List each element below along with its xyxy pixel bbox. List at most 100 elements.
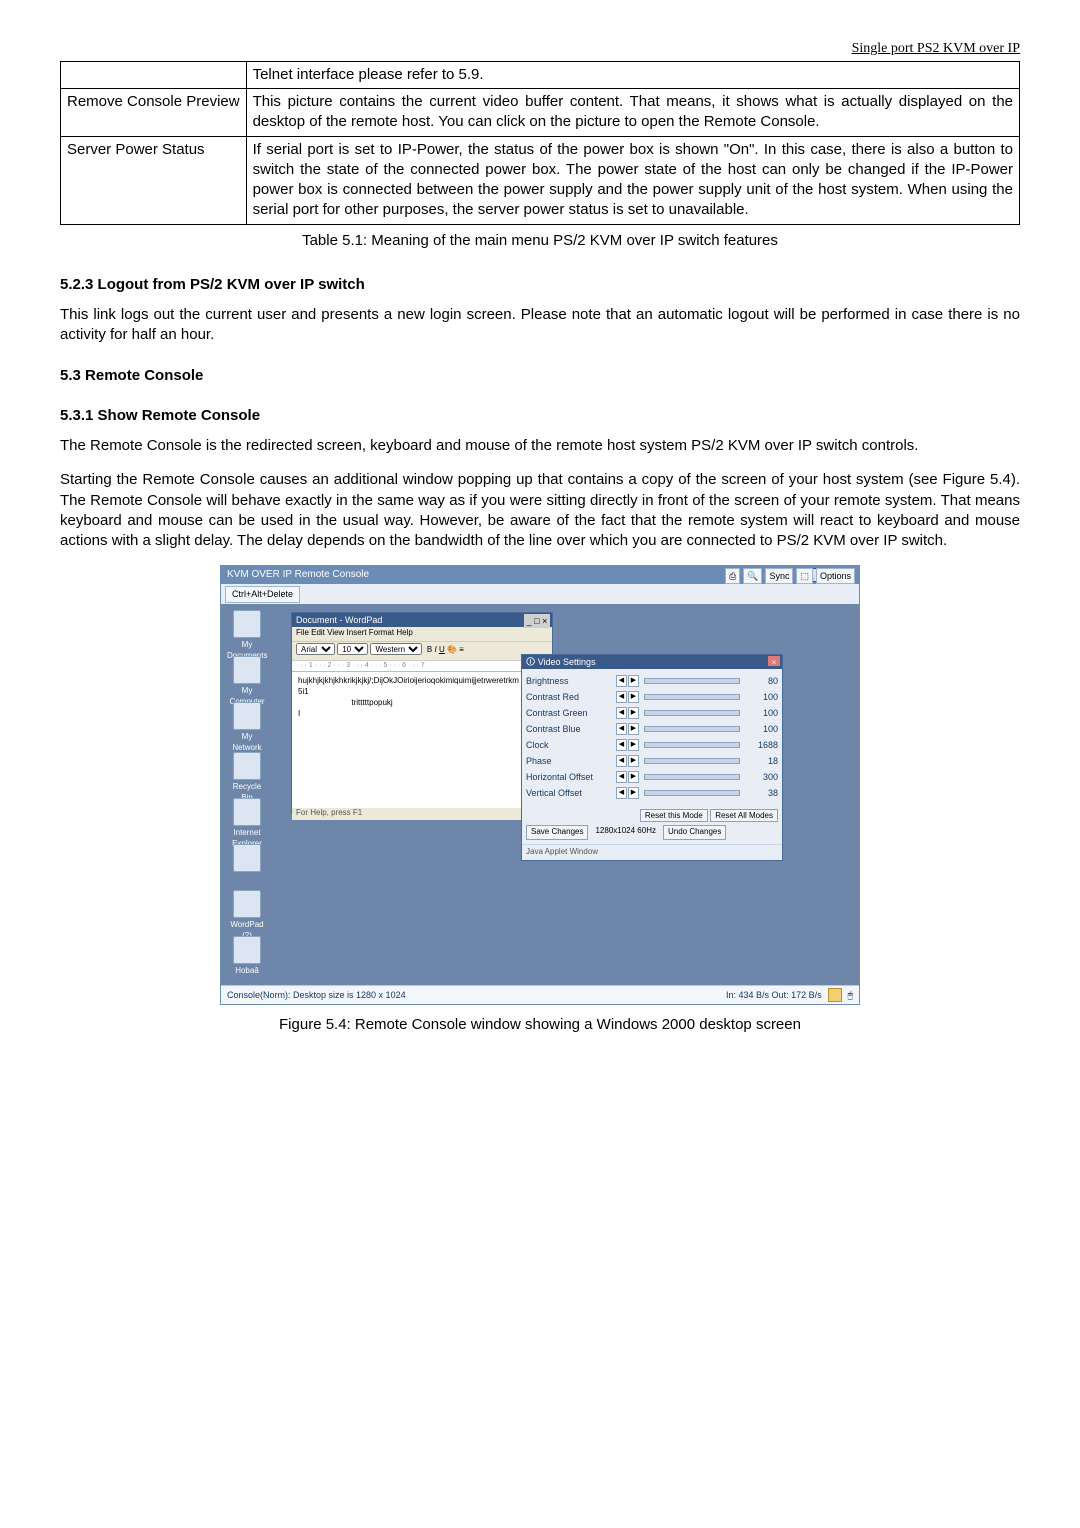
desktop-icon-mycomputer[interactable]: My Computer <box>227 656 267 708</box>
remote-desktop[interactable]: My Documents My Computer My Network Plac… <box>221 604 859 986</box>
recycle-icon <box>233 752 261 780</box>
vs-value: 100 <box>744 723 778 735</box>
desktop-icon-shortcut1[interactable] <box>227 844 267 874</box>
inc-button[interactable]: ▶ <box>628 707 639 719</box>
tool-2[interactable]: 🔍 <box>743 568 762 584</box>
dec-button[interactable]: ◀ <box>616 691 627 703</box>
slider[interactable] <box>644 742 740 748</box>
tool-options[interactable]: Options <box>816 568 855 584</box>
wordpad-titlebar: Document - WordPad _ □ × <box>292 613 552 627</box>
vs-row-contrast-red: Contrast Red ◀▶ 100 <box>526 689 778 705</box>
size-select[interactable]: 10 <box>337 643 368 655</box>
encoding-select[interactable]: Western <box>370 643 422 655</box>
vs-row-contrast-blue: Contrast Blue ◀▶ 100 <box>526 721 778 737</box>
status-right: In: 434 B/s Out: 172 B/s <box>726 986 822 1004</box>
desktop-icon-wordpad[interactable]: WordPad (2) <box>227 890 267 942</box>
section-5-3-title: 5.3 Remote Console <box>60 366 1020 386</box>
vs-label: Clock <box>526 739 616 751</box>
dec-button[interactable]: ◀ <box>616 787 627 799</box>
font-select[interactable]: Arial <box>296 643 335 655</box>
section-5-3-1-p2: Starting the Remote Console causes an ad… <box>60 470 1020 551</box>
tool-sync[interactable]: Sync <box>765 568 793 584</box>
computer-icon <box>233 656 261 684</box>
dec-button[interactable]: ◀ <box>616 675 627 687</box>
wordpad-toolbar[interactable]: Arial 10 Western B I U 🎨 ≡ <box>292 641 552 661</box>
vs-label: Contrast Green <box>526 707 616 719</box>
wordpad-document[interactable]: hujkhjkjkhjkhkrikjkjkj/;DijOkJOirioijeri… <box>292 672 552 808</box>
ctrl-alt-delete-button[interactable]: Ctrl+Alt+Delete <box>225 586 300 602</box>
inc-button[interactable]: ▶ <box>628 771 639 783</box>
reset-all-modes-button[interactable]: Reset All Modes <box>710 809 778 822</box>
dec-button[interactable]: ◀ <box>616 707 627 719</box>
slider[interactable] <box>644 726 740 732</box>
row2-label: Remove Console Preview <box>61 89 247 137</box>
row1-text: Telnet interface please refer to 5.9. <box>246 61 1019 88</box>
video-settings-title: Video Settings <box>538 657 596 667</box>
inc-button[interactable]: ▶ <box>628 675 639 687</box>
vs-value: 100 <box>744 691 778 703</box>
dec-button[interactable]: ◀ <box>616 739 627 751</box>
row1-label <box>61 61 247 88</box>
vs-value: 300 <box>744 771 778 783</box>
slider[interactable] <box>644 694 740 700</box>
vs-label: Horizontal Offset <box>526 771 616 783</box>
vs-value: 1688 <box>744 739 778 751</box>
undo-changes-button[interactable]: Undo Changes <box>663 825 726 840</box>
vs-row-phase: Phase ◀▶ 18 <box>526 753 778 769</box>
tool-1[interactable]: ⎙ <box>725 568 740 584</box>
video-settings-body: Brightness ◀▶ 80 Contrast Red ◀▶ 100 Con… <box>522 669 782 805</box>
tool-4[interactable]: ⬚ <box>796 568 813 584</box>
inc-button[interactable]: ▶ <box>628 691 639 703</box>
vs-row-contrast-green: Contrast Green ◀▶ 100 <box>526 705 778 721</box>
wordpad-menubar[interactable]: File Edit View Insert Format Help <box>292 627 552 641</box>
video-settings-window[interactable]: 🛈 Video Settings × Brightness ◀▶ 80 Cont… <box>521 654 783 860</box>
reset-this-mode-button[interactable]: Reset this Mode <box>640 809 708 822</box>
vs-row-h-offset: Horizontal Offset ◀▶ 300 <box>526 769 778 785</box>
table-caption: Table 5.1: Meaning of the main menu PS/2… <box>60 231 1020 251</box>
desktop-icon-ie[interactable]: Internet Explorer <box>227 798 267 850</box>
inc-button[interactable]: ▶ <box>628 787 639 799</box>
video-settings-footer: Reset this Mode Reset All Modes Save Cha… <box>522 805 782 844</box>
desktop-icon-recycle[interactable]: Recycle Bin <box>227 752 267 804</box>
wordpad-winbuttons[interactable]: _ □ × <box>524 614 550 628</box>
status-left: Console(Norm): Desktop size is 1280 x 10… <box>227 986 406 1004</box>
desktop-icon-hobaa[interactable]: Hobaâ <box>227 936 267 977</box>
vs-label: Contrast Blue <box>526 723 616 735</box>
section-5-2-3-body: This link logs out the current user and … <box>60 305 1020 346</box>
video-settings-close[interactable]: × <box>768 656 780 666</box>
shortcut-icon <box>233 844 261 872</box>
slider[interactable] <box>644 774 740 780</box>
vs-label: Phase <box>526 755 616 767</box>
network-icon <box>233 702 261 730</box>
feature-table: Telnet interface please refer to 5.9. Re… <box>60 61 1020 225</box>
row2-text: This picture contains the current video … <box>246 89 1019 137</box>
app-icon <box>233 936 261 964</box>
section-5-3-1-p1: The Remote Console is the redirected scr… <box>60 436 1020 456</box>
figure-5-4: KVM OVER IP Remote Console _ □ × Ctrl+Al… <box>60 565 1020 1005</box>
inc-button[interactable]: ▶ <box>628 723 639 735</box>
vs-row-v-offset: Vertical Offset ◀▶ 38 <box>526 785 778 801</box>
wordpad-window[interactable]: Document - WordPad _ □ × File Edit View … <box>291 612 553 814</box>
video-settings-titlebar: 🛈 Video Settings × <box>522 655 782 669</box>
folder-icon <box>233 610 261 638</box>
save-changes-button[interactable]: Save Changes <box>526 825 588 840</box>
desktop-icon-mydocs[interactable]: My Documents <box>227 610 267 662</box>
section-5-3-1-title: 5.3.1 Show Remote Console <box>60 406 1020 426</box>
vs-value: 100 <box>744 707 778 719</box>
java-applet-label: Java Applet Window <box>522 844 782 860</box>
inc-button[interactable]: ▶ <box>628 755 639 767</box>
figure-caption: Figure 5.4: Remote Console window showin… <box>60 1015 1020 1035</box>
slider[interactable] <box>644 710 740 716</box>
remote-console-window: KVM OVER IP Remote Console _ □ × Ctrl+Al… <box>220 565 860 1005</box>
slider[interactable] <box>644 790 740 796</box>
inc-button[interactable]: ▶ <box>628 739 639 751</box>
slider[interactable] <box>644 678 740 684</box>
dec-button[interactable]: ◀ <box>616 723 627 735</box>
dec-button[interactable]: ◀ <box>616 755 627 767</box>
row3-text: If serial port is set to IP-Power, the s… <box>246 136 1019 224</box>
slider[interactable] <box>644 758 740 764</box>
window-title: KVM OVER IP Remote Console <box>227 569 369 580</box>
wordpad-title: Document - WordPad <box>296 615 382 625</box>
section-5-2-3-title: 5.2.3 Logout from PS/2 KVM over IP switc… <box>60 275 1020 295</box>
dec-button[interactable]: ◀ <box>616 771 627 783</box>
